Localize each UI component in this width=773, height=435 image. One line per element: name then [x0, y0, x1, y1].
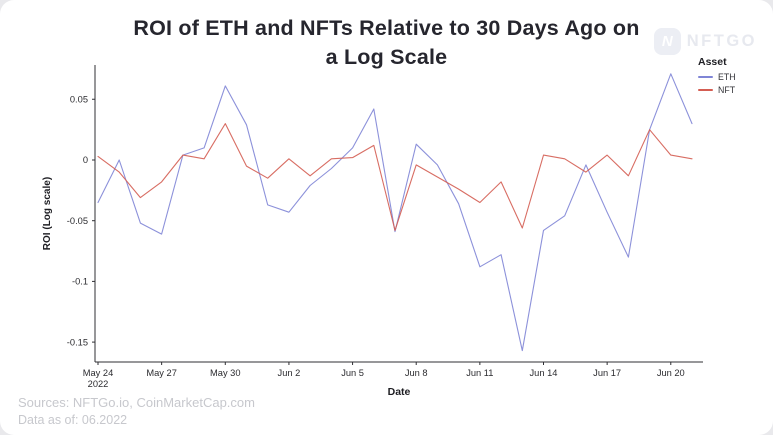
nftgo-logo-letter: N: [661, 33, 673, 50]
x-tick-label: May 30: [210, 368, 241, 378]
y-axis-title: ROI (Log scale): [42, 177, 53, 250]
x-tick-label: Jun 14: [530, 368, 558, 378]
nft-line: [97, 123, 693, 231]
eth-line: [97, 73, 693, 352]
eth-line-swatch: [698, 76, 713, 78]
x-tick-label: Jun 11: [466, 368, 493, 378]
chart-legend: Asset ETH NFT: [698, 56, 736, 98]
x-tick-label: Jun 8: [405, 368, 428, 378]
y-tick-label: -0.05: [67, 216, 88, 226]
chart-title-line2: a Log Scale: [325, 45, 448, 69]
x-tick-label: May 27: [146, 368, 177, 378]
nft-line-swatch: [698, 89, 713, 91]
y-tick-label: 0: [83, 155, 88, 165]
y-tick-label: -0.1: [72, 277, 88, 287]
legend-title: Asset: [698, 56, 727, 68]
y-tick-label: -0.15: [67, 337, 88, 347]
nftgo-logo-text: NFTGO: [686, 32, 757, 50]
legend-label-eth: ETH: [718, 72, 736, 82]
x-tick-label: Jun 20: [657, 368, 685, 378]
x-tick-label: Jun 5: [341, 368, 364, 378]
x-tick-label: Jun 2: [278, 368, 301, 378]
x-tick-label: Jun 17: [593, 368, 621, 378]
legend-item-eth: ETH: [698, 72, 736, 82]
nftgo-logo: N NFTGO: [653, 28, 757, 55]
y-tick-label: 0.05: [70, 95, 88, 105]
legend-item-nft: NFT: [698, 85, 736, 95]
x-tick-sublabel: 2022: [88, 379, 109, 389]
chart-footer: Sources: NFTGo.io, CoinMarketCap.com Dat…: [18, 395, 255, 427]
x-tick-label: May 24: [83, 368, 114, 378]
chart-title-line1: ROI of ETH and NFTs Relative to 30 Days …: [133, 16, 640, 40]
chart-title: ROI of ETH and NFTs Relative to 30 Days …: [0, 14, 773, 72]
x-axis-title: Date: [388, 386, 411, 398]
legend-label-nft: NFT: [718, 85, 736, 95]
nftgo-logo-icon: N: [653, 28, 681, 55]
data-as-of-text: Data as of: 06.2022: [18, 413, 128, 427]
sources-text: Sources: NFTGo.io, CoinMarketCap.com: [18, 395, 255, 410]
